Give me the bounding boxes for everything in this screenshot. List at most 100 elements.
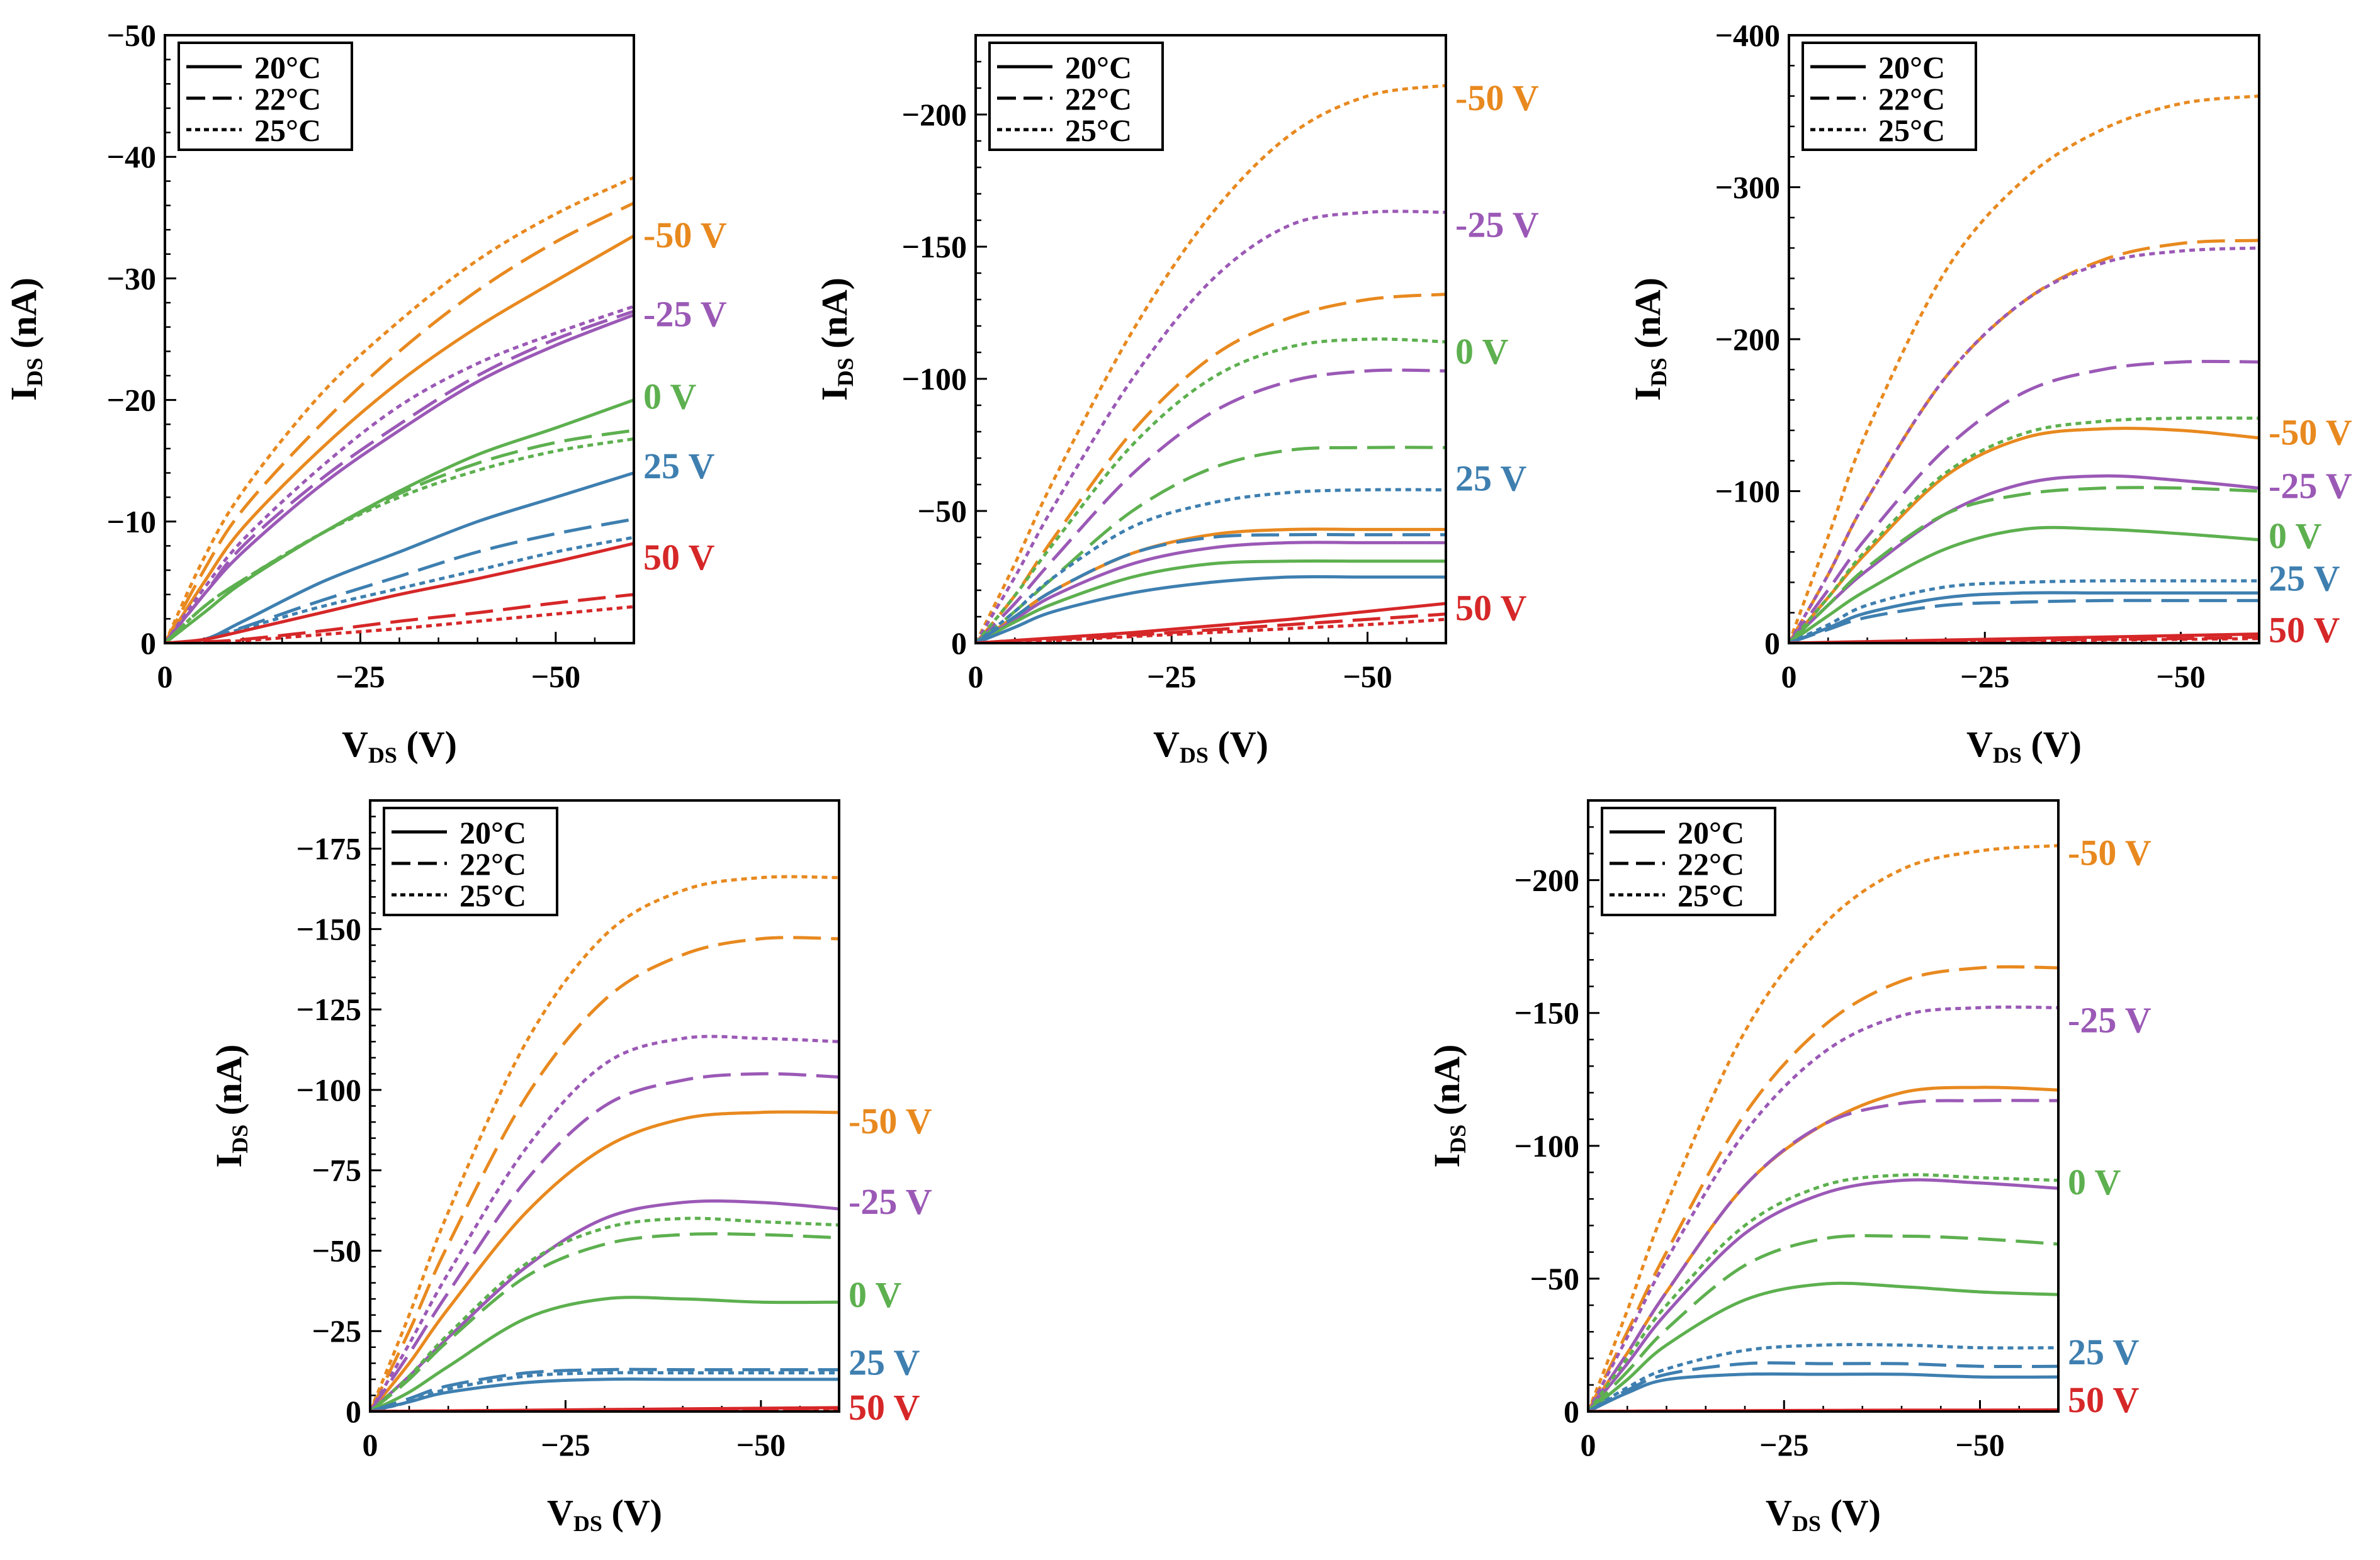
- gate-label: 50 V: [2068, 1379, 2139, 1420]
- series-line: [1789, 474, 2259, 643]
- legend-box: [383, 807, 558, 916]
- gate-label: 0 V: [1455, 331, 1508, 372]
- x-axis-subscript: DS: [368, 743, 397, 768]
- gate-label: 25 V: [2068, 1332, 2139, 1372]
- legend-temp: 20: [254, 50, 286, 85]
- y-axis-subscript: DS: [227, 1125, 252, 1153]
- y-tick-label: −50: [1530, 1261, 1580, 1296]
- legend-unit: °C: [491, 815, 526, 850]
- x-tick-label: −25: [336, 659, 385, 694]
- y-axis-unit: (nA): [3, 278, 44, 357]
- series-line: [1588, 844, 2058, 1411]
- series-line: [370, 1035, 839, 1411]
- legend-temp: 20: [1878, 50, 1910, 85]
- legend-unit: °C: [491, 846, 526, 882]
- y-tick-label: −100: [902, 361, 967, 396]
- series-line: [976, 368, 1446, 643]
- gate-label: 25 V: [849, 1342, 920, 1383]
- legend-box: [1601, 807, 1776, 916]
- gate-label: -25 V: [1455, 204, 1539, 245]
- series-line: [1789, 579, 2259, 643]
- x-tick-label: 0: [363, 1427, 378, 1462]
- gate-label: 0 V: [849, 1274, 901, 1315]
- legend-unit: °C: [1097, 113, 1132, 148]
- gate-label: 0 V: [643, 376, 696, 417]
- y-axis-subscript: DS: [1445, 1125, 1470, 1153]
- legend-unit: °C: [1709, 878, 1744, 913]
- gate-label: -50 V: [643, 215, 727, 255]
- series-line: [370, 1371, 839, 1411]
- y-axis-symbol: I: [1426, 1153, 1467, 1168]
- gate-label: -25 V: [2269, 465, 2352, 506]
- legend-unit: °C: [286, 50, 321, 85]
- gate-label: 25 V: [1455, 458, 1526, 499]
- series-line: [976, 617, 1446, 643]
- legend-label: 25°C: [254, 113, 321, 148]
- series-line: [976, 612, 1446, 643]
- series-line: [370, 1367, 839, 1411]
- y-tick-label: −150: [902, 229, 967, 264]
- y-axis-symbol: I: [3, 386, 44, 401]
- x-tick-label: −25: [1759, 1427, 1809, 1462]
- legend-unit: °C: [1910, 50, 1945, 85]
- legend-temp: 22: [1065, 81, 1097, 116]
- x-axis-label: VDS (V): [1153, 724, 1268, 768]
- legend-temp: 25: [1065, 113, 1097, 148]
- legend-temp: 20: [1065, 50, 1097, 85]
- legend-box: [988, 42, 1164, 151]
- y-tick-label: −50: [918, 493, 967, 529]
- series-line: [165, 305, 634, 643]
- legend-label: 22°C: [1878, 81, 1945, 116]
- y-tick-label: −20: [107, 383, 157, 418]
- series-line: [370, 1199, 839, 1411]
- y-tick-label: −25: [312, 1313, 362, 1349]
- x-axis-unit: (V): [1209, 724, 1268, 765]
- series-line: [165, 201, 634, 643]
- legend-temp: 25: [1878, 113, 1910, 148]
- legend-unit: °C: [1709, 846, 1744, 882]
- series-line: [165, 542, 634, 643]
- series-line: [1789, 416, 2259, 643]
- x-axis-unit: (V): [2022, 724, 2082, 765]
- legend-unit: °C: [286, 113, 321, 148]
- x-axis-subscript: DS: [573, 1511, 602, 1536]
- series-line: [1789, 525, 2259, 643]
- y-axis-unit: (nA): [208, 1045, 249, 1125]
- plot-frame: [369, 799, 840, 1413]
- legend-box: [1802, 42, 1977, 151]
- series-line: [165, 310, 634, 643]
- series-line: [976, 575, 1446, 643]
- series-line: [165, 471, 634, 643]
- y-tick-label: −50: [107, 18, 157, 53]
- x-axis-label: VDS (V): [1966, 724, 2082, 768]
- gate-label: -50 V: [2269, 412, 2352, 453]
- y-tick-label: 0: [1564, 1394, 1579, 1429]
- y-axis-subscript: DS: [833, 357, 858, 386]
- series-line: [1789, 94, 2259, 643]
- series-line: [976, 541, 1446, 643]
- y-tick-label: −30: [107, 261, 157, 296]
- legend-unit: °C: [1097, 50, 1132, 85]
- series-line: [1588, 1005, 2058, 1411]
- y-tick-label: −200: [902, 97, 967, 132]
- y-axis-symbol: I: [814, 386, 855, 401]
- series-line: [1789, 598, 2259, 643]
- y-tick-label: −100: [1514, 1128, 1580, 1164]
- gate-label: -50 V: [2068, 832, 2152, 873]
- series-line: [976, 559, 1446, 643]
- x-axis-unit: (V): [397, 724, 457, 765]
- series-line: [370, 1296, 839, 1411]
- series-line: [976, 446, 1446, 643]
- x-tick-label: −25: [1960, 659, 2010, 694]
- legend-label: 22°C: [1678, 846, 1744, 882]
- series-line: [1588, 1343, 2058, 1411]
- series-line: [1588, 1178, 2058, 1411]
- gate-label: -50 V: [849, 1101, 932, 1142]
- series-line: [1588, 1099, 2058, 1411]
- legend-temp: 22: [254, 81, 286, 116]
- x-tick-label: 0: [1781, 659, 1797, 694]
- plot-frame: [1587, 799, 2060, 1413]
